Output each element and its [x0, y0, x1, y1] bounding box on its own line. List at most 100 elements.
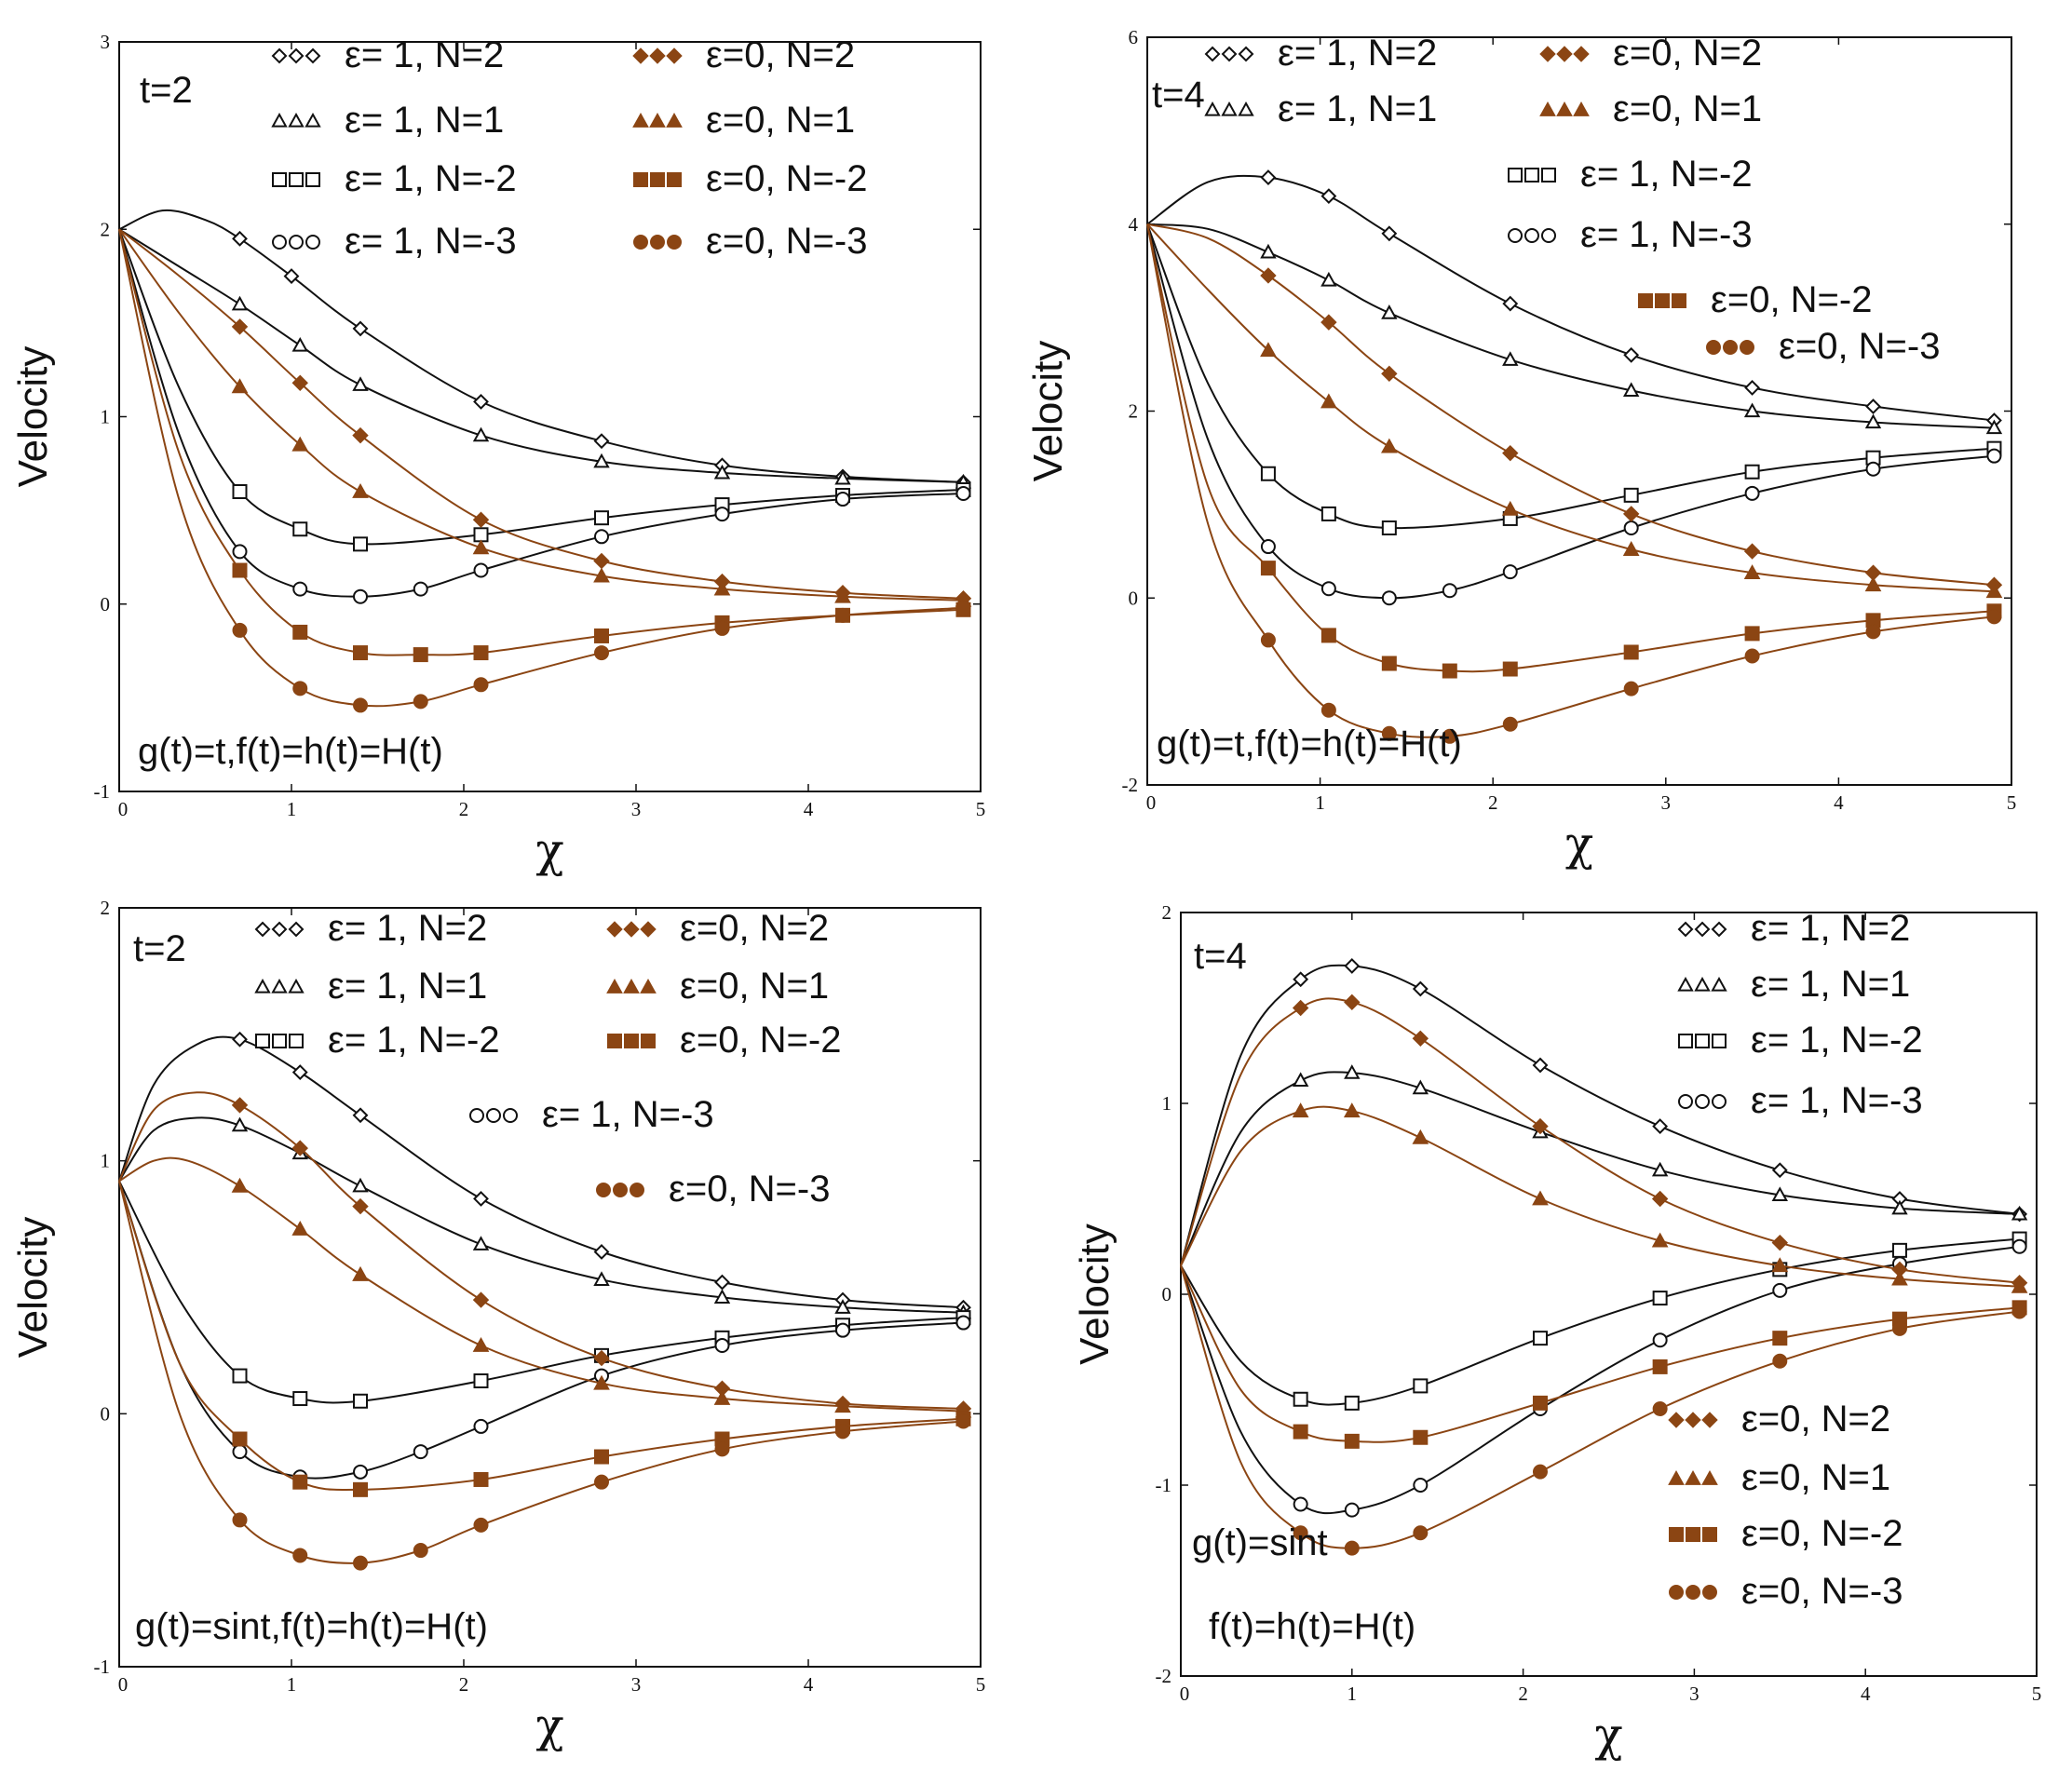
legend-entry: ε=0, N=1 [606, 966, 829, 1007]
legend-label: ε=0, N=2 [1741, 1399, 1890, 1440]
legend-label: ε= 1, N=2 [1278, 33, 1437, 74]
y-tick-label: 0 [1162, 1283, 1172, 1305]
legend-marker [272, 172, 287, 187]
legend-entry: ε= 1, N=-2 [272, 158, 517, 199]
legend-marker [1672, 293, 1686, 308]
data-point [1985, 419, 2003, 435]
legend-marker [607, 1034, 622, 1048]
data-point [352, 320, 369, 337]
data-point [1344, 1064, 1361, 1079]
series-eps0-7 [1146, 223, 2002, 744]
data-point [353, 1393, 368, 1409]
data-point [1743, 543, 1761, 560]
series-eps1-3 [118, 229, 971, 604]
legend-label: ε=0, N=1 [680, 966, 829, 1007]
legend-label: ε=0, N=1 [1613, 88, 1762, 129]
data-point [1412, 980, 1429, 997]
legend-label: ε= 1, N=2 [328, 908, 487, 949]
data-point [283, 268, 300, 284]
series-eps0-5 [1146, 223, 2003, 599]
data-point [1381, 656, 1397, 671]
data-point [352, 1197, 369, 1215]
data-point [1986, 609, 2002, 625]
series-line [118, 1116, 964, 1314]
y-axis-label: Velocity [1025, 341, 1071, 482]
legend-marker [632, 112, 649, 128]
legend-marker [305, 235, 320, 250]
y-tick-label: 1 [101, 406, 111, 428]
legend-marker [1556, 46, 1573, 62]
legend-marker [1694, 921, 1711, 938]
data-point [955, 1315, 971, 1331]
data-point [1381, 304, 1398, 319]
legend-marker [1539, 101, 1556, 116]
data-point [473, 1517, 489, 1533]
data-point [1502, 564, 1518, 580]
series-eps1-0 [118, 1031, 971, 1316]
time-annotation: t=2 [133, 928, 186, 969]
legend-marker [1655, 293, 1670, 308]
data-point [232, 1368, 248, 1384]
legend-marker [1711, 976, 1727, 992]
data-point [1320, 271, 1337, 287]
legend-label: ε= 1, N=1 [345, 100, 504, 141]
data-point [1412, 1129, 1429, 1144]
data-point [472, 1291, 490, 1308]
data-point [714, 507, 730, 522]
data-point [593, 1349, 610, 1367]
series-line [118, 1181, 964, 1492]
legend-label: ε= 1, N=2 [1751, 908, 1910, 949]
legend-marker [1706, 340, 1721, 355]
data-point [834, 588, 851, 603]
data-point [713, 1390, 731, 1405]
legend-entry: ε= 1, N=2 [1204, 33, 1437, 74]
data-point [1744, 626, 1760, 642]
data-point [292, 1474, 308, 1490]
data-point [1320, 188, 1337, 205]
data-point [1744, 648, 1760, 664]
function-annotation: g(t)=t,f(t)=h(t)=H(t) [1157, 723, 1462, 764]
series-line [1146, 223, 1995, 593]
data-point [1412, 1079, 1429, 1095]
legend-marker [289, 172, 304, 187]
data-point [1260, 267, 1277, 284]
data-point [834, 1398, 851, 1413]
x-tick-label: 0 [118, 1673, 129, 1696]
data-point [232, 230, 248, 247]
y-tick-label: 4 [1129, 213, 1139, 236]
data-point [473, 677, 489, 693]
series-eps0-7 [118, 229, 971, 713]
series-line [1180, 1071, 2020, 1266]
data-point [834, 1299, 851, 1314]
legend-marker [613, 1183, 628, 1197]
data-point [232, 1431, 248, 1447]
data-point [1344, 1433, 1360, 1449]
data-point [1293, 1525, 1308, 1541]
series-line [118, 228, 964, 483]
legend-marker [1677, 976, 1694, 992]
data-point [353, 588, 368, 604]
data-point [352, 1177, 369, 1193]
legend-marker [271, 47, 288, 64]
legend-marker [1524, 168, 1539, 183]
y-axis-label: Velocity [1072, 1223, 1117, 1365]
legend-entry: ε= 1, N=-3 [272, 221, 517, 262]
series-eps1-0 [1146, 169, 2002, 428]
series-eps0-6 [1180, 1264, 2027, 1449]
legend-marker [305, 47, 321, 64]
x-tick-label: 5 [2032, 1683, 2042, 1705]
legend-marker [632, 47, 649, 64]
legend-marker [640, 921, 657, 938]
data-point [714, 1337, 730, 1353]
legend-marker [1524, 228, 1539, 243]
plot-frame [118, 41, 982, 792]
data-point [292, 1548, 308, 1563]
y-tick-label: 1 [1162, 1092, 1172, 1115]
data-point [1771, 1234, 1789, 1251]
y-tick-label: 2 [101, 897, 111, 919]
legend-marker [1740, 340, 1754, 355]
legend-marker [1221, 101, 1238, 116]
function-annotation: g(t)=sint,f(t)=h(t)=H(t) [135, 1606, 488, 1647]
legend-entry: ε= 1, N=2 [271, 34, 504, 75]
data-point [1744, 379, 1761, 396]
